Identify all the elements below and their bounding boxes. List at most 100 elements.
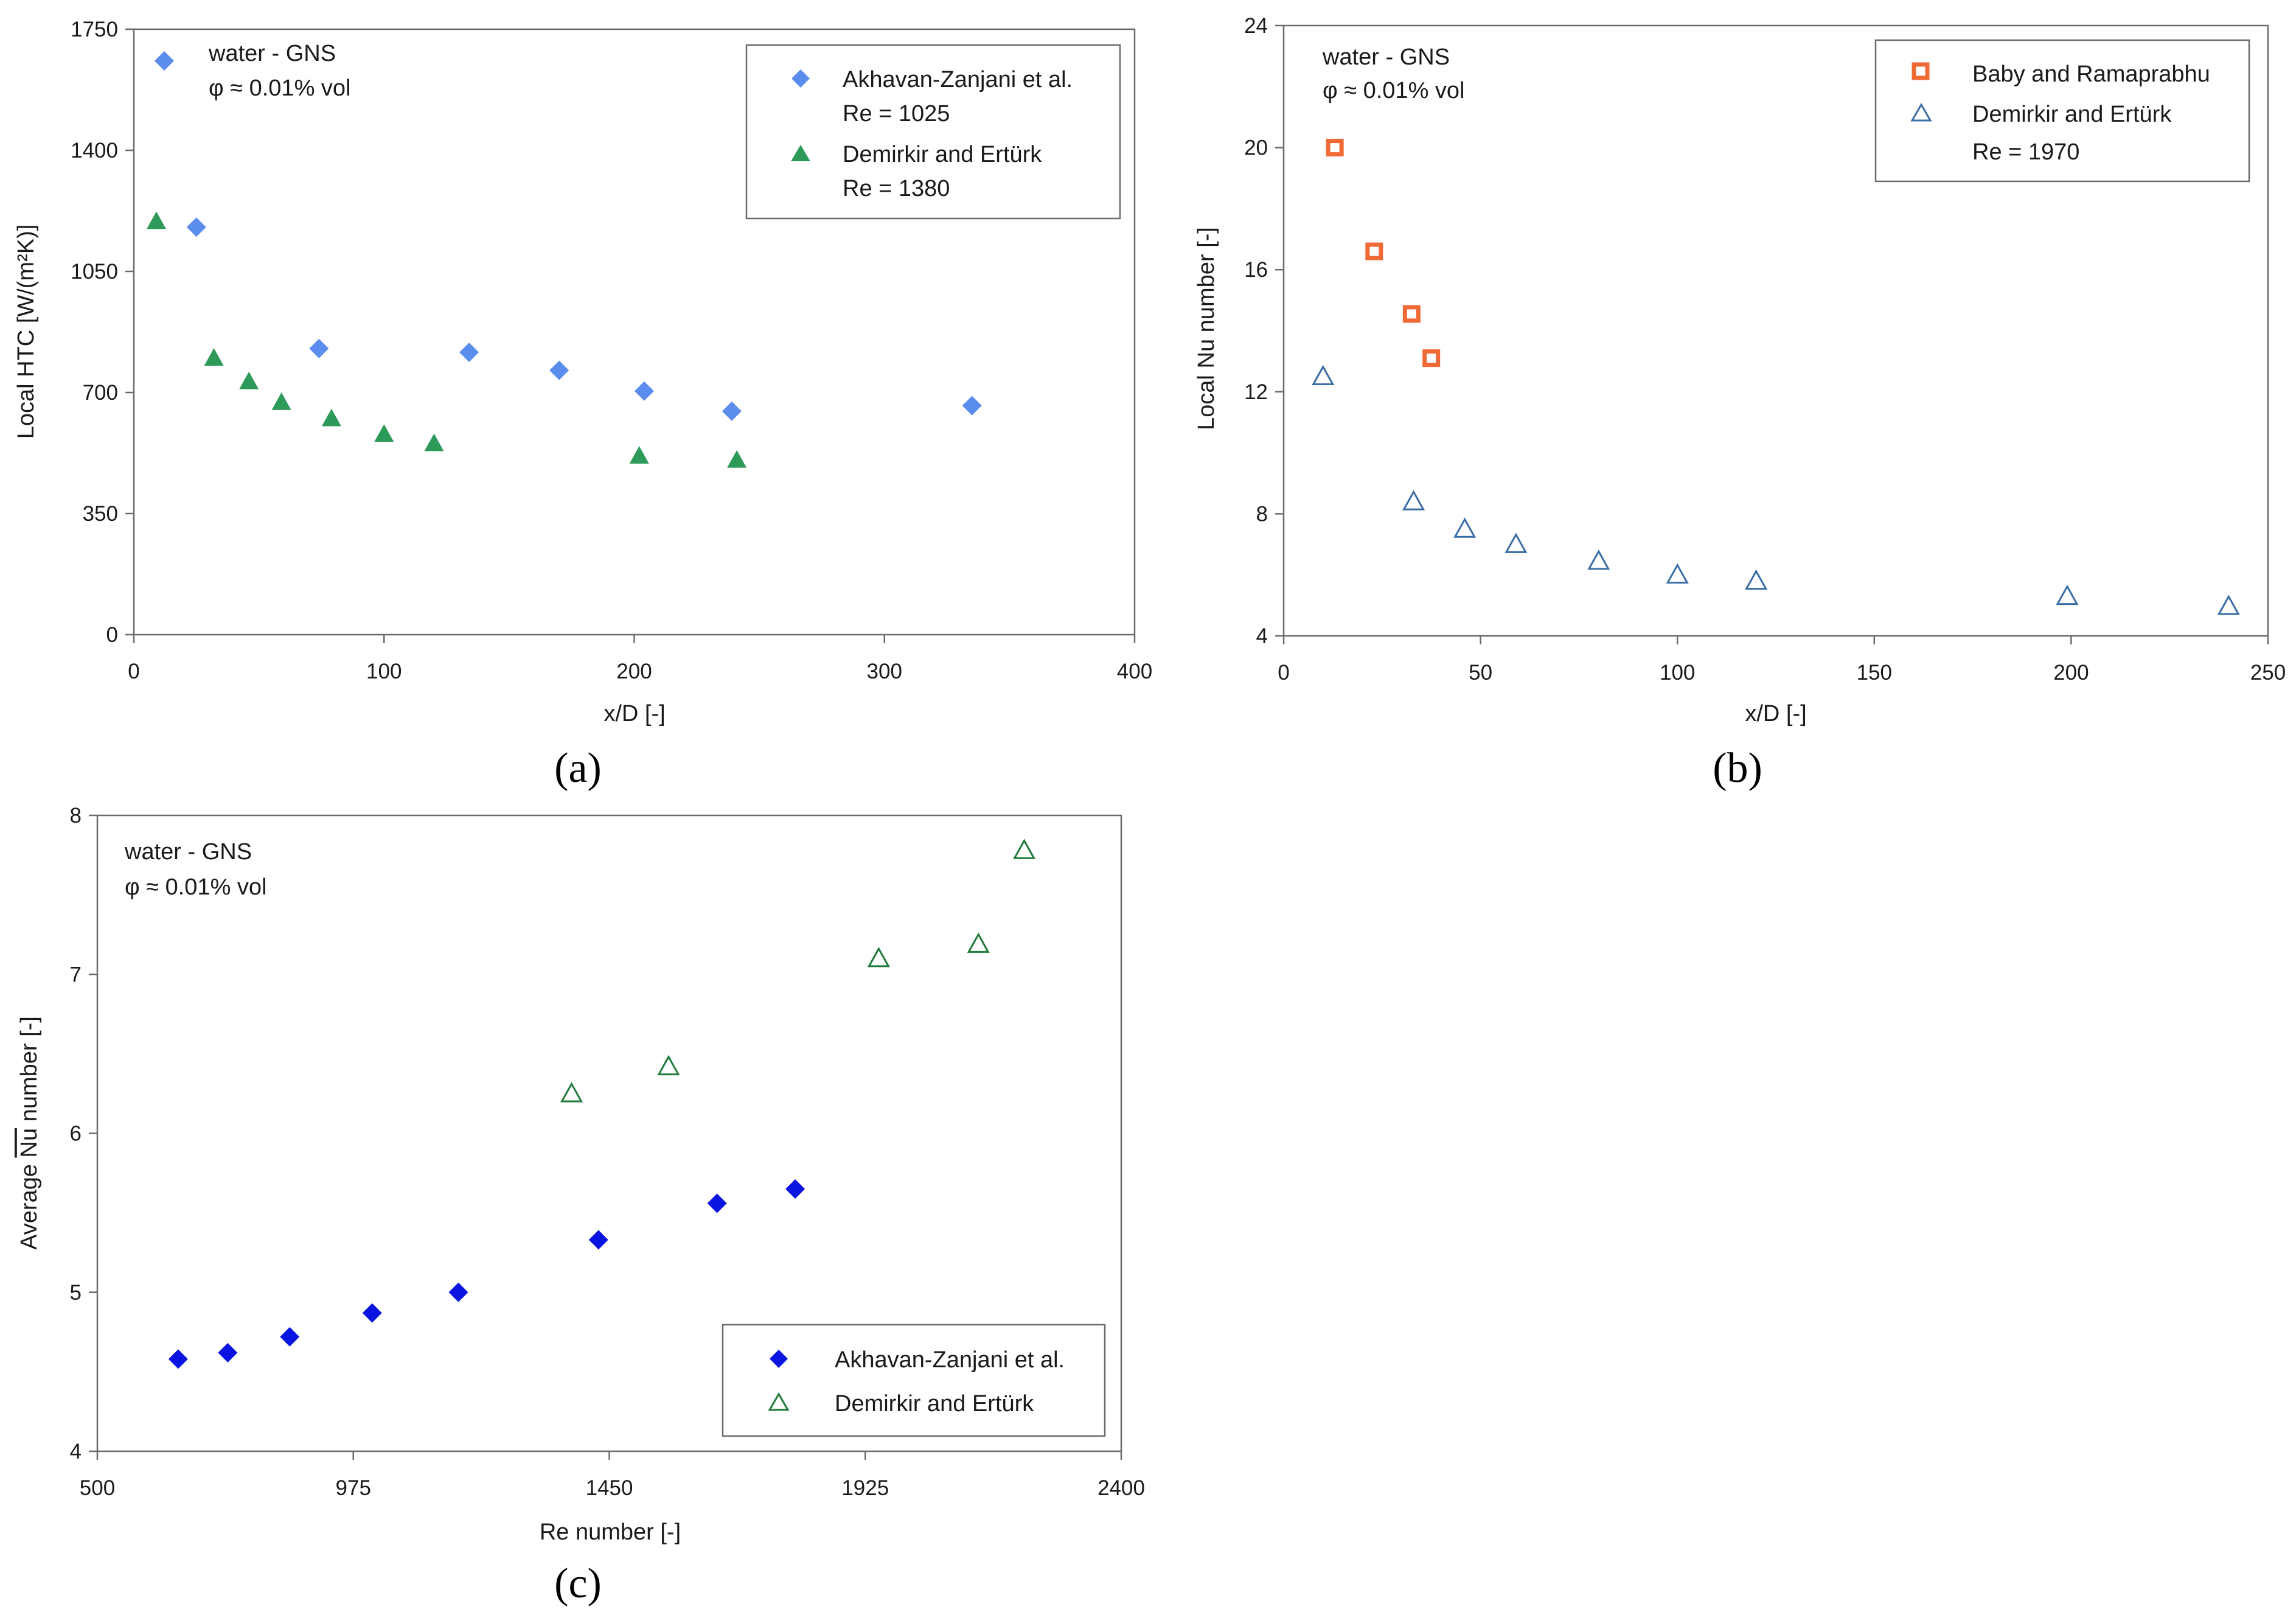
x-tick-label: 250 [2250,661,2286,685]
data-point-series-2 [727,450,747,468]
data-point-series-2 [321,408,341,427]
y-label-rest: number [-] [16,1016,42,1128]
y-tick-label: 1750 [71,18,118,41]
data-point-series-1 [309,338,329,358]
y-ticks: 0 350 700 1050 1400 1750 [71,18,134,647]
data-point-series-2 [147,211,167,229]
data-point-series-2 [1745,569,1768,590]
data-point-series-1 [549,360,569,380]
annotation-line-1: water - GNS [124,839,252,865]
data-point-series-2 [1013,839,1036,859]
legend-label: Akhavan-Zanjani et al. [843,67,1073,92]
data-point-series-1 [722,401,742,421]
y-tick-label: 24 [1244,14,1268,38]
data-point-series-2 [1505,532,1528,553]
y-tick-label: 1050 [71,260,118,284]
data-point-series-2 [657,1055,680,1076]
x-tick-label: 1925 [841,1476,889,1500]
legend-marker-diamond [770,1350,788,1368]
data-marks [168,839,1036,1369]
data-point-series-2 [374,424,394,442]
y-tick-label: 6 [70,1122,82,1146]
legend: Akhavan-Zanjani et al. Re = 1025 Demirki… [745,44,1121,220]
data-point-series-2 [1587,549,1610,570]
data-point-series-1 [362,1303,382,1323]
y-tick-label: 16 [1244,258,1268,282]
x-tick-label: 100 [1660,661,1695,685]
x-tick-label: 0 [1278,661,1289,685]
y-label-average: Average [16,1157,42,1249]
data-point-series-2 [1402,490,1425,511]
data-point-series-1 [459,343,479,363]
data-point-series-1 [1402,305,1421,323]
annotation-line-2: φ ≈ 0.01% vol [125,874,267,900]
panel-label: (c) [554,1560,602,1607]
legend-label: Baby and Ramaprabhu [1972,61,2210,87]
annotation-line-1: water - GNS [208,41,336,66]
dataset-annotation: water - GNS φ ≈ 0.01% vol [124,839,267,900]
x-ticks: 0 100 200 300 400 [128,635,1152,683]
legend-sublabel: Re = 1025 [843,101,950,127]
data-point-series-1 [186,217,206,237]
legend-box [722,1323,1106,1437]
y-tick-label: 1400 [71,139,118,162]
data-point-series-1 [785,1179,805,1199]
x-tick-label: 150 [1857,661,1892,685]
legend-marker-diamond [791,69,810,88]
x-axis-label: Re number [-] [540,1519,681,1545]
legend-label: Akhavan-Zanjani et al. [835,1347,1065,1373]
legend-marker-triangle [768,1392,790,1411]
data-point-series-2 [204,348,224,366]
data-point-series-2 [967,932,990,953]
data-point-series-2 [1312,364,1335,386]
y-axis-label: Local HTC [W/(m²K)] [13,225,39,439]
legend-marker-square [1912,62,1930,80]
data-point-series-1 [280,1327,300,1347]
data-point-series-2 [271,392,291,410]
y-tick-label: 7 [70,963,82,986]
legend-label: Demirkir and Ertürk [843,142,1042,167]
panel-label: (a) [554,745,602,792]
data-point-series-2 [629,446,649,464]
y-tick-label: 350 [83,502,118,526]
legend-box [1874,39,2250,183]
x-tick-label: 400 [1117,660,1152,683]
x-tick-label: 300 [867,660,902,683]
legend-marker-triangle [791,145,810,161]
data-point-series-2 [424,433,444,452]
x-tick-label: 2400 [1098,1476,1145,1500]
data-point-series-1 [218,1343,238,1363]
y-tick-label: 0 [106,623,118,647]
data-point-series-1 [962,396,982,416]
y-tick-label: 4 [70,1440,82,1463]
chart-a-htc: 0 350 700 1050 1400 1750 0 100 200 300 400 x/D [-… [13,18,1152,792]
annotation-line-1: water - GNS [1322,44,1450,70]
chart-b-nu: 4 8 12 16 20 24 0 50 100 150 200 250 x/D [-] Local… [1194,14,2286,792]
y-label-nu: Nu [16,1128,42,1158]
x-tick-label: 500 [80,1476,115,1500]
legend-sublabel: Re = 1380 [843,176,950,201]
data-point-series-1 [707,1193,727,1213]
x-tick-label: 200 [616,660,652,683]
y-tick-label: 20 [1244,136,1268,160]
data-point-series-1 [634,381,654,401]
chart-c-average-nu: 4 5 6 7 8 500 975 1450 1925 2400 Re number [-] A… [16,804,1145,1607]
data-point-series-2 [2056,584,2079,605]
data-point-series-1 [168,1349,188,1369]
x-tick-label: 0 [128,660,139,683]
x-tick-label: 50 [1469,661,1492,685]
y-ticks: 4 8 12 16 20 24 [1244,14,1284,648]
x-axis-label: x/D [-] [1745,701,1806,727]
data-point-series-1 [588,1230,608,1250]
data-point-series-2 [239,371,259,389]
x-axis-label: x/D [-] [604,701,665,727]
legend-label: Demirkir and Ertürk [835,1391,1034,1417]
y-axis-label: Average Nu number [-] [16,1016,42,1250]
data-point-series-2 [560,1082,583,1103]
x-tick-label: 975 [336,1476,371,1500]
y-tick-label: 8 [1256,502,1268,526]
data-point-series-2 [1666,563,1689,584]
legend-box [745,44,1121,220]
y-tick-label: 700 [83,381,118,405]
